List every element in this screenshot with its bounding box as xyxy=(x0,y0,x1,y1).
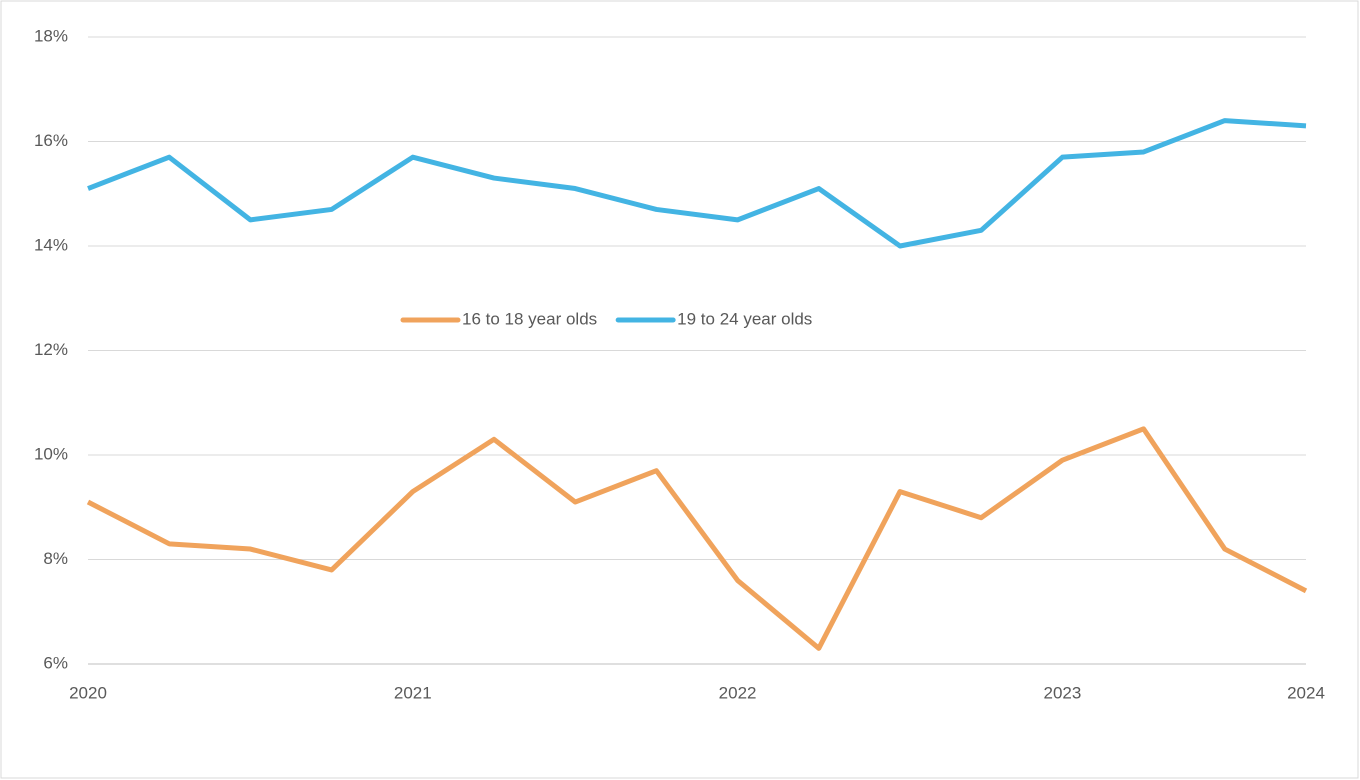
x-tick-label: 2024 xyxy=(1287,683,1325,702)
y-tick-label: 12% xyxy=(34,340,68,359)
y-tick-label: 10% xyxy=(34,444,68,463)
y-tick-label: 8% xyxy=(43,549,68,568)
legend-label: 16 to 18 year olds xyxy=(462,309,597,328)
y-tick-label: 6% xyxy=(43,653,68,672)
x-tick-label: 2023 xyxy=(1043,683,1081,702)
x-tick-label: 2021 xyxy=(394,683,432,702)
y-tick-label: 14% xyxy=(34,235,68,254)
series-line xyxy=(87,118,1307,249)
x-tick-label: 2020 xyxy=(69,683,107,702)
x-tick-label: 2022 xyxy=(719,683,757,702)
series-line xyxy=(86,426,1308,651)
legend-label: 19 to 24 year olds xyxy=(677,309,812,328)
y-tick-label: 18% xyxy=(34,26,68,45)
y-tick-label: 16% xyxy=(34,131,68,150)
